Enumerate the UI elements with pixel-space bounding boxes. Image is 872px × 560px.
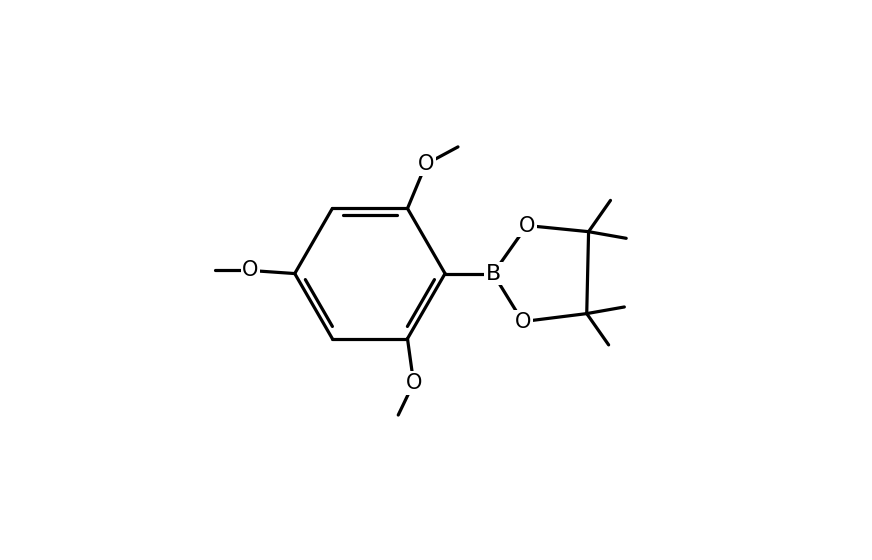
Text: B: B bbox=[486, 264, 501, 283]
Text: O: O bbox=[405, 373, 422, 393]
Text: O: O bbox=[519, 216, 535, 236]
Text: O: O bbox=[418, 154, 434, 174]
Text: O: O bbox=[514, 311, 531, 332]
Text: O: O bbox=[242, 260, 259, 281]
